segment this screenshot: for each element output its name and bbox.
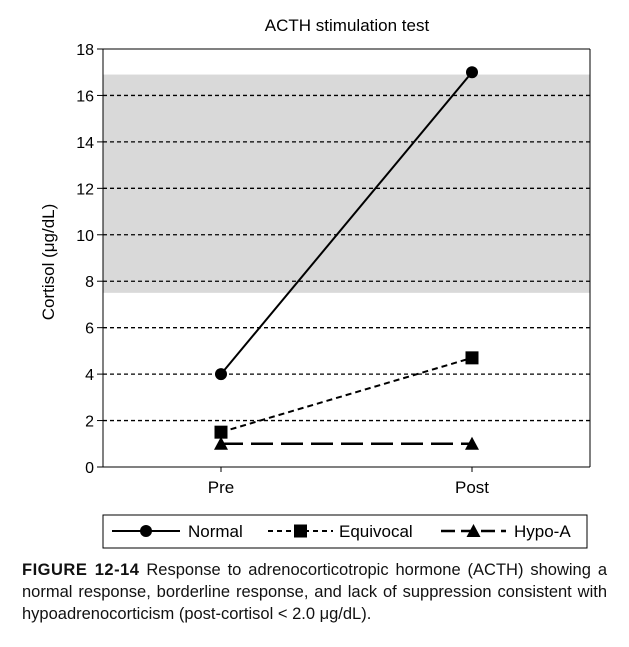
data-point-hypo-a <box>465 436 479 450</box>
legend-label-hypo-a: Hypo-A <box>514 522 571 541</box>
y-tick-label: 6 <box>85 321 94 338</box>
data-point-normal <box>215 368 227 381</box>
data-point-equivocal <box>465 351 479 365</box>
y-axis-label: Cortisol (μg/dL) <box>39 204 58 321</box>
figure-caption: FIGURE 12-14 Response to adrenocorticotr… <box>22 559 607 625</box>
series-line-equivocal <box>220 356 473 434</box>
y-tick-label: 0 <box>85 460 94 477</box>
data-point-hypo-a <box>214 436 228 450</box>
y-tick-label: 4 <box>85 367 94 384</box>
data-point-equivocal <box>214 425 228 439</box>
caption-text: Response to adrenocorticotropic hormone … <box>22 561 607 623</box>
legend-label-normal: Normal <box>188 522 243 541</box>
chart: ACTH stimulation test 0 2 4 6 8 10 12 14 16 18 Pr… <box>39 16 591 549</box>
legend: Normal Equivocal Hypo-A <box>102 514 588 549</box>
legend-marker-equivocal <box>294 524 307 538</box>
y-tick-label: 12 <box>76 181 94 198</box>
y-tick-label: 18 <box>76 42 94 59</box>
x-tick-label: Post <box>455 478 489 497</box>
chart-title: ACTH stimulation test <box>265 16 430 35</box>
y-ticks: 0 2 4 6 8 10 12 14 16 18 <box>76 42 103 477</box>
y-tick-label: 14 <box>76 135 94 152</box>
figure-label: FIGURE 12-14 <box>22 561 140 579</box>
y-tick-label: 2 <box>85 414 94 431</box>
series-group <box>214 66 479 450</box>
y-tick-label: 16 <box>76 88 94 105</box>
legend-marker-normal <box>140 525 152 537</box>
legend-box <box>102 514 588 549</box>
series-line-normal <box>220 71 473 375</box>
normal-range-band <box>103 74 590 293</box>
legend-marker-hypo-a <box>466 524 481 537</box>
axes <box>102 48 591 468</box>
data-point-normal <box>466 66 478 79</box>
y-tick-label: 8 <box>85 274 94 291</box>
x-ticks: Pre Post <box>208 467 489 497</box>
legend-label-equivocal: Equivocal <box>339 522 413 541</box>
y-tick-label: 10 <box>76 228 94 245</box>
x-tick-label: Pre <box>208 478 234 497</box>
